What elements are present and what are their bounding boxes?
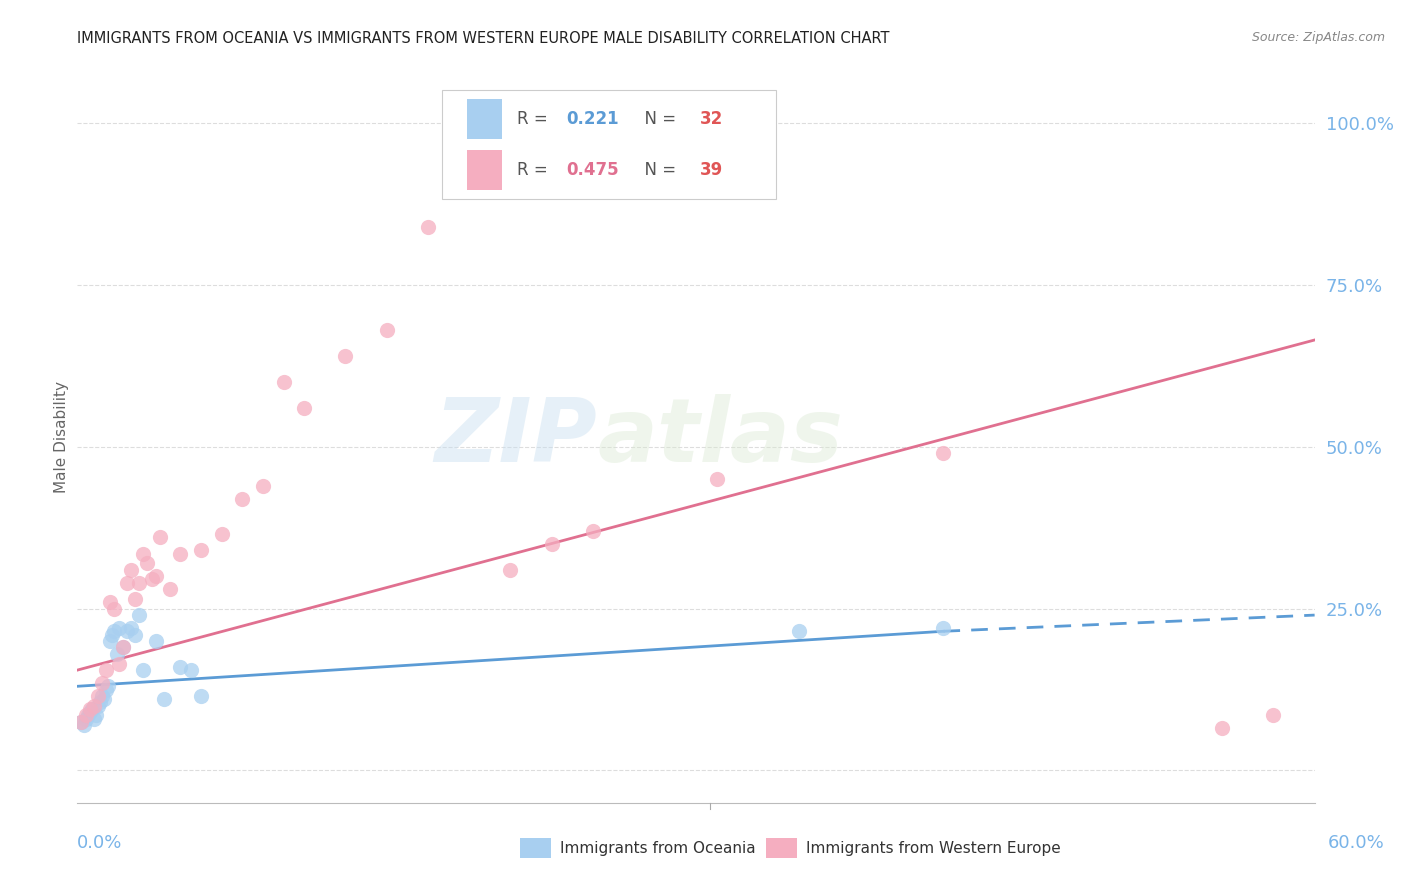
Point: [180, 663, 202, 677]
Point: [83, 698, 105, 713]
Point: [124, 591, 146, 606]
Point: [706, 472, 728, 486]
Point: [103, 624, 125, 639]
Text: Immigrants from Oceania: Immigrants from Oceania: [560, 841, 755, 855]
Point: [169, 547, 191, 561]
Point: [932, 621, 955, 635]
Point: [91, 689, 114, 703]
Point: [72, 718, 94, 732]
Point: [136, 557, 159, 571]
Point: [145, 569, 167, 583]
Point: [91, 676, 114, 690]
Point: [252, 478, 274, 492]
Point: [105, 647, 128, 661]
Text: 32: 32: [700, 110, 723, 128]
Point: [582, 524, 605, 538]
Point: [458, 110, 481, 124]
Point: [169, 660, 191, 674]
Point: [79, 702, 101, 716]
Point: [124, 627, 146, 641]
Point: [120, 563, 142, 577]
Point: [120, 621, 142, 635]
Text: ZIP: ZIP: [434, 393, 598, 481]
FancyBboxPatch shape: [467, 150, 502, 190]
Point: [87, 689, 110, 703]
Text: Source: ZipAtlas.com: Source: ZipAtlas.com: [1251, 31, 1385, 45]
Point: [211, 527, 233, 541]
Point: [93, 692, 115, 706]
Point: [79, 705, 101, 719]
Point: [111, 640, 134, 655]
Point: [190, 689, 212, 703]
Point: [231, 491, 253, 506]
Point: [128, 608, 150, 623]
Point: [103, 601, 125, 615]
Point: [75, 712, 97, 726]
Point: [128, 575, 150, 590]
Point: [107, 657, 129, 671]
Point: [141, 573, 163, 587]
Point: [111, 640, 134, 655]
Point: [132, 547, 155, 561]
Text: N =: N =: [634, 161, 682, 179]
Point: [70, 714, 93, 729]
Point: [115, 624, 138, 639]
Point: [97, 679, 120, 693]
Text: 60.0%: 60.0%: [1329, 834, 1385, 852]
Text: atlas: atlas: [598, 393, 842, 481]
Text: 0.475: 0.475: [567, 161, 619, 179]
Text: Immigrants from Western Europe: Immigrants from Western Europe: [806, 841, 1060, 855]
Point: [132, 663, 155, 677]
Text: N =: N =: [634, 110, 682, 128]
Point: [416, 219, 439, 234]
FancyBboxPatch shape: [467, 99, 502, 139]
Point: [96, 663, 118, 677]
Point: [499, 563, 522, 577]
Point: [540, 537, 562, 551]
Point: [101, 627, 124, 641]
Point: [80, 702, 103, 716]
FancyBboxPatch shape: [443, 90, 776, 200]
Point: [292, 401, 315, 415]
Text: 39: 39: [700, 161, 723, 179]
Point: [1263, 708, 1285, 723]
Point: [273, 375, 295, 389]
Point: [84, 708, 107, 723]
Text: 0.221: 0.221: [567, 110, 619, 128]
Point: [375, 323, 398, 337]
Text: R =: R =: [516, 161, 553, 179]
Text: IMMIGRANTS FROM OCEANIA VS IMMIGRANTS FROM WESTERN EUROPE MALE DISABILITY CORREL: IMMIGRANTS FROM OCEANIA VS IMMIGRANTS FR…: [77, 31, 890, 46]
Point: [89, 696, 111, 710]
Point: [115, 575, 138, 590]
Point: [335, 349, 357, 363]
Point: [76, 708, 98, 723]
Point: [75, 708, 97, 723]
Point: [153, 692, 176, 706]
Point: [98, 634, 121, 648]
Point: [932, 446, 955, 460]
Point: [1211, 722, 1233, 736]
Text: R =: R =: [516, 110, 553, 128]
Point: [145, 634, 167, 648]
Point: [190, 543, 212, 558]
Point: [149, 530, 172, 544]
Point: [70, 714, 93, 729]
Y-axis label: Male Disability: Male Disability: [53, 381, 69, 493]
Point: [107, 621, 129, 635]
Point: [98, 595, 121, 609]
Point: [87, 698, 110, 713]
Point: [83, 712, 105, 726]
Point: [96, 682, 118, 697]
Point: [159, 582, 181, 597]
Text: 0.0%: 0.0%: [77, 834, 122, 852]
Point: [787, 624, 810, 639]
